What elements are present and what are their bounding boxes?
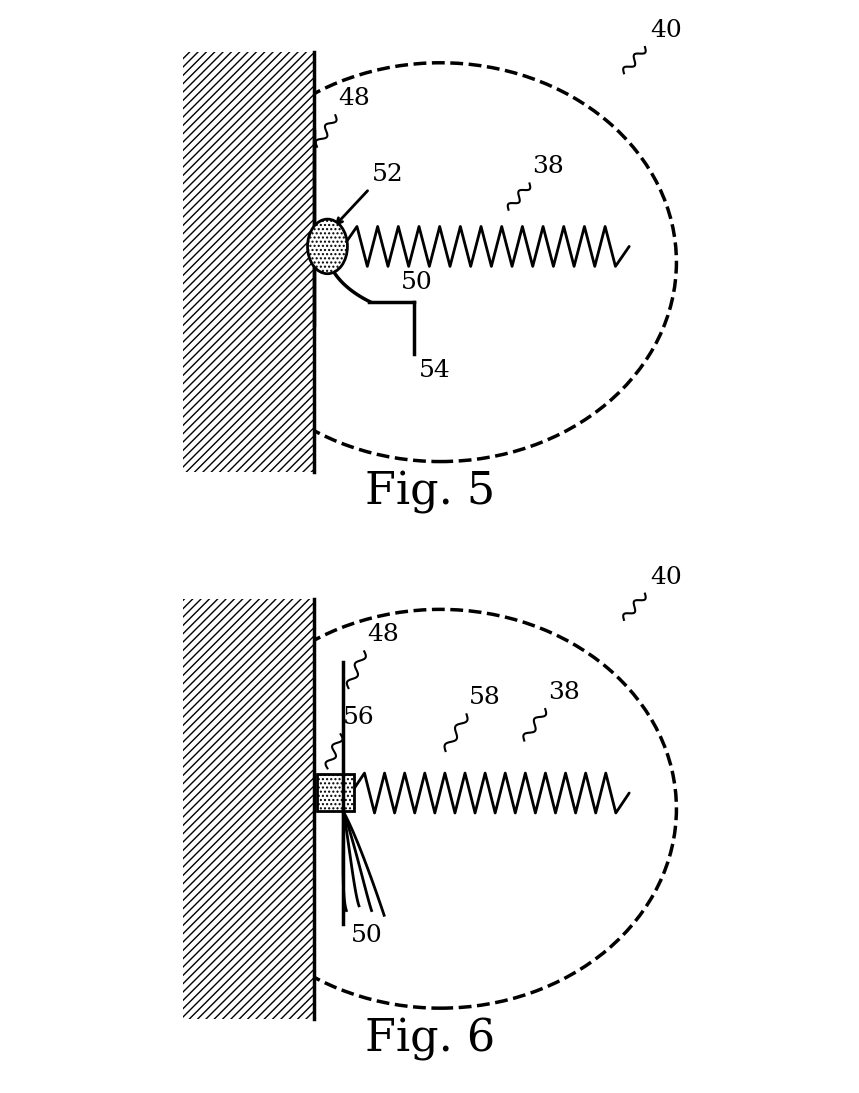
Text: 40: 40 (649, 19, 681, 42)
Ellipse shape (308, 220, 347, 274)
Text: 50: 50 (350, 925, 382, 948)
Text: 38: 38 (547, 681, 579, 704)
Text: 56: 56 (343, 706, 375, 729)
Bar (183, 599, 314, 1019)
Text: 52: 52 (372, 163, 404, 186)
Bar (317, 774, 353, 811)
Text: 40: 40 (649, 565, 681, 588)
Text: 48: 48 (338, 87, 369, 110)
Text: 48: 48 (367, 623, 399, 646)
Text: 38: 38 (532, 155, 564, 178)
Bar (183, 52, 314, 472)
Bar (317, 774, 353, 811)
Text: Fig. 5: Fig. 5 (364, 471, 495, 514)
Text: 58: 58 (469, 686, 501, 709)
Text: 50: 50 (400, 271, 432, 294)
Text: 54: 54 (419, 360, 451, 383)
Text: Fig. 6: Fig. 6 (364, 1018, 495, 1060)
